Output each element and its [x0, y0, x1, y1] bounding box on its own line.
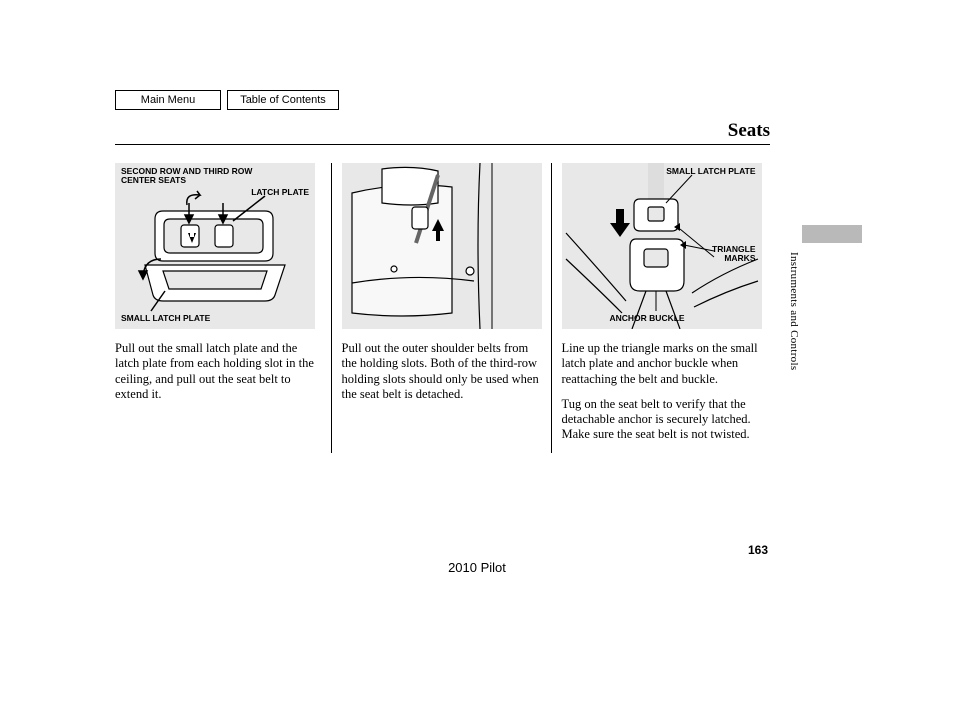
toc-button[interactable]: Table of Contents: [227, 90, 339, 110]
col3-p2: Tug on the seat belt to verify that the …: [562, 397, 771, 443]
col1-text: Pull out the small latch plate and the l…: [115, 341, 321, 402]
col1-p1: Pull out the small latch plate and the l…: [115, 341, 321, 402]
section-label: Instruments and Controls: [788, 252, 800, 370]
illus1-drawing: [115, 163, 315, 329]
col3-text: Line up the triangle marks on the small …: [562, 341, 771, 443]
col3-p1: Line up the triangle marks on the small …: [562, 341, 771, 387]
page-title: Seats: [115, 120, 770, 142]
illus2-drawing: [342, 163, 542, 329]
footer-model: 2010 Pilot: [0, 560, 954, 575]
page-number: 163: [748, 543, 768, 557]
title-row: Seats: [115, 120, 770, 145]
col2-p1: Pull out the outer shoulder belts from t…: [342, 341, 541, 402]
illustration-2: [342, 163, 542, 329]
columns: SECOND ROW AND THIRD ROW CENTER SEATS LA…: [115, 163, 770, 453]
illustration-3: SMALL LATCH PLATE TRIANGLE MARKS ANCHOR …: [562, 163, 762, 329]
column-1: SECOND ROW AND THIRD ROW CENTER SEATS LA…: [115, 163, 331, 453]
col2-text: Pull out the outer shoulder belts from t…: [342, 341, 541, 402]
side-tab: [802, 225, 862, 243]
column-3: SMALL LATCH PLATE TRIANGLE MARKS ANCHOR …: [551, 163, 771, 453]
nav-buttons: Main Menu Table of Contents: [115, 90, 855, 110]
column-2: Pull out the outer shoulder belts from t…: [331, 163, 551, 453]
manual-page: Main Menu Table of Contents Seats SECOND…: [115, 90, 855, 453]
illustration-1: SECOND ROW AND THIRD ROW CENTER SEATS LA…: [115, 163, 315, 329]
main-menu-button[interactable]: Main Menu: [115, 90, 221, 110]
illus3-drawing: [562, 163, 762, 329]
